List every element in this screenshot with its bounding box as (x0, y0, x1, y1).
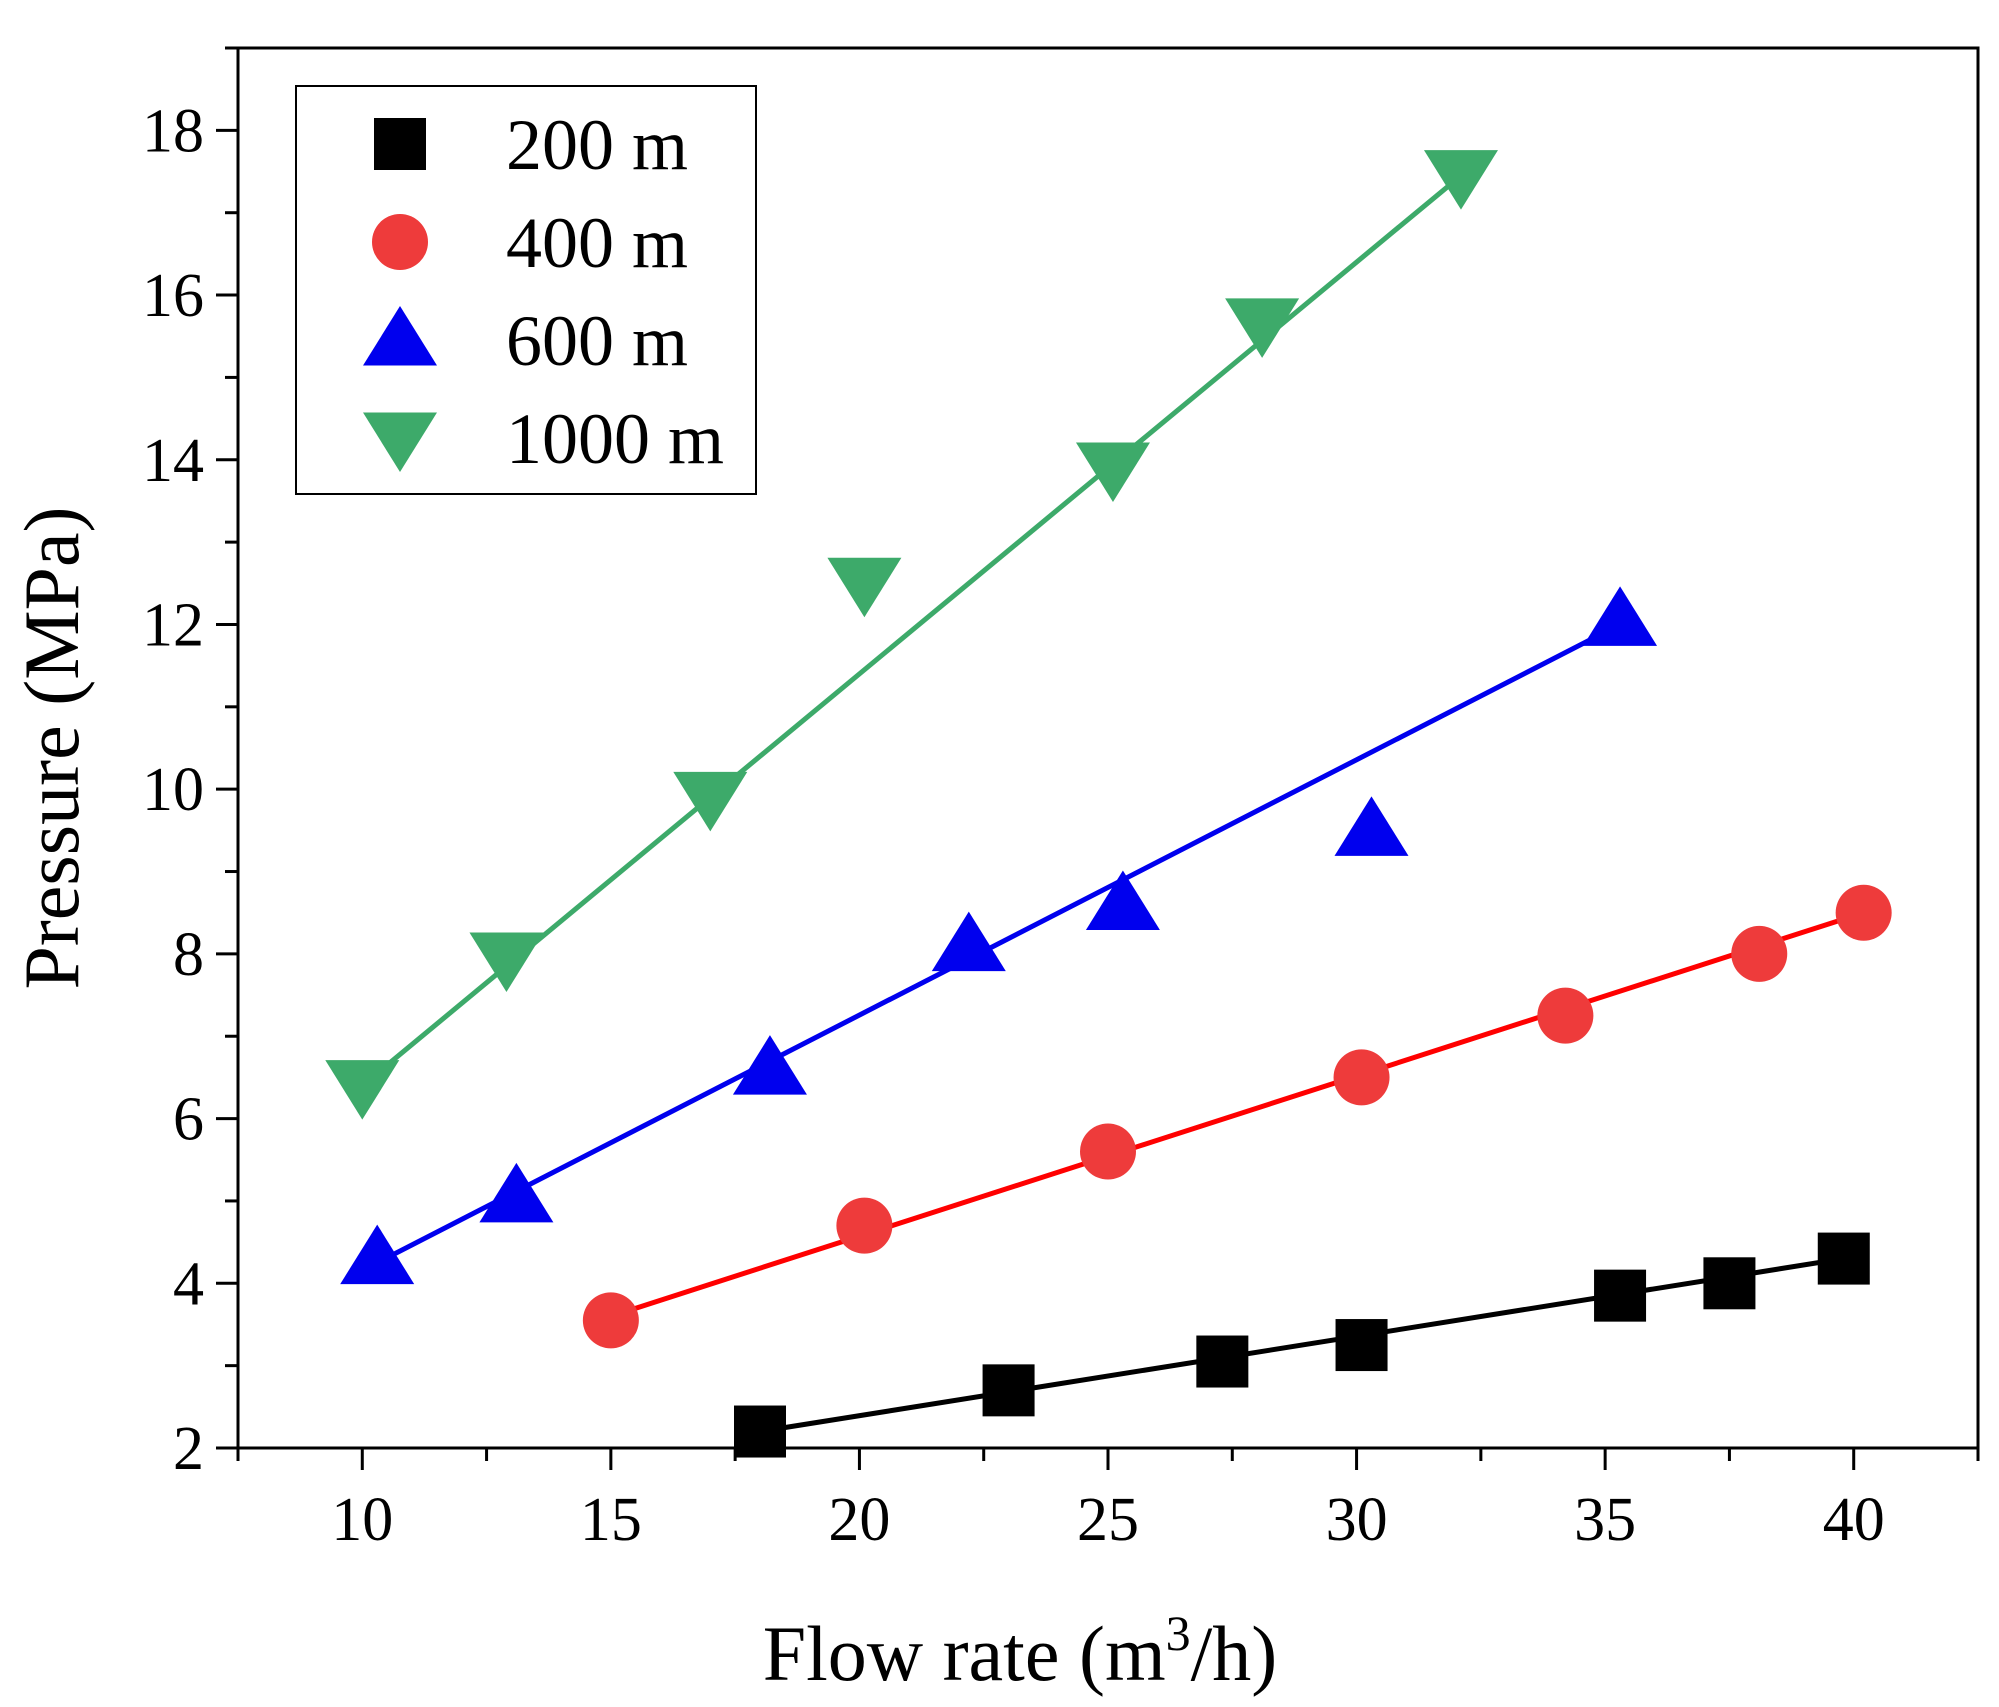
x-tick-label: 10 (331, 1486, 393, 1554)
data-point-400-m (1731, 925, 1788, 982)
legend: 200 m 400 m 600 m 1000 m (295, 85, 757, 495)
x-axis-ticks: 10 15 20 25 30 35 40 (236, 1448, 1980, 1554)
x-axis-label: Flow rate (m3/h) (763, 1605, 1278, 1697)
fit-line-200-m (759, 1256, 1845, 1434)
fit-line-600-m (376, 622, 1622, 1265)
data-point-600-m (1334, 796, 1409, 856)
data-point-1000-m (469, 932, 544, 992)
y-tick-label: 8 (173, 921, 204, 989)
data-point-400-m (836, 1197, 893, 1254)
data-point-600-m (1085, 870, 1160, 930)
legend-label-200-m: 200 m (506, 105, 688, 185)
data-point-600-m (479, 1162, 554, 1223)
legend-marker-400-m (372, 214, 428, 270)
x-tick-label: 35 (1574, 1486, 1636, 1554)
y-tick-label: 6 (173, 1086, 204, 1154)
data-point-400-m (1333, 1049, 1390, 1106)
y-tick-label: 2 (173, 1415, 204, 1483)
x-tick-label: 20 (828, 1486, 890, 1554)
y-tick-label: 14 (142, 427, 204, 495)
x-tick-label: 25 (1077, 1486, 1139, 1554)
data-point-400-m (1080, 1123, 1136, 1180)
data-point-600-m (340, 1224, 415, 1285)
data-point-200-m (982, 1364, 1035, 1417)
data-point-400-m (582, 1292, 639, 1349)
data-point-200-m (1196, 1335, 1249, 1388)
x-tick-label: 15 (580, 1486, 642, 1554)
data-point-1000-m (673, 771, 748, 832)
data-point-1000-m (325, 1060, 400, 1120)
y-tick-label: 12 (142, 591, 204, 659)
legend-marker-200-m (374, 118, 426, 170)
data-point-600-m (1583, 586, 1658, 646)
data-point-200-m (1703, 1257, 1756, 1310)
legend-label-1000-m: 1000 m (506, 399, 724, 479)
data-point-200-m (1817, 1232, 1870, 1285)
legend-label-600-m: 600 m (506, 301, 688, 381)
y-tick-label: 16 (142, 262, 204, 330)
legend-marker-1000-m (363, 412, 437, 472)
data-point-400-m (1835, 884, 1892, 941)
data-point-200-m (1335, 1319, 1388, 1372)
y-axis-label: Pressure (MPa) (8, 506, 95, 989)
y-axis-ticks: 2 4 6 8 10 12 14 16 18 (142, 46, 238, 1483)
y-tick-label: 4 (173, 1250, 204, 1318)
x-tick-label: 30 (1326, 1486, 1388, 1554)
data-point-1000-m (1225, 298, 1300, 358)
data-point-1000-m (827, 557, 902, 618)
y-tick-label: 10 (142, 756, 204, 824)
data-point-1000-m (1423, 150, 1498, 210)
fit-line-400-m (610, 910, 1865, 1319)
data-point-400-m (1537, 987, 1594, 1044)
data-point-200-m (1594, 1269, 1647, 1322)
data-markers (325, 150, 1892, 1458)
data-point-600-m (931, 911, 1006, 972)
data-point-200-m (734, 1405, 786, 1458)
legend-marker-600-m (363, 306, 437, 366)
data-point-600-m (732, 1035, 807, 1095)
legend-label-400-m: 400 m (506, 203, 688, 283)
data-point-1000-m (1075, 442, 1150, 502)
x-tick-label: 40 (1823, 1486, 1885, 1554)
y-tick-label: 18 (142, 97, 204, 165)
